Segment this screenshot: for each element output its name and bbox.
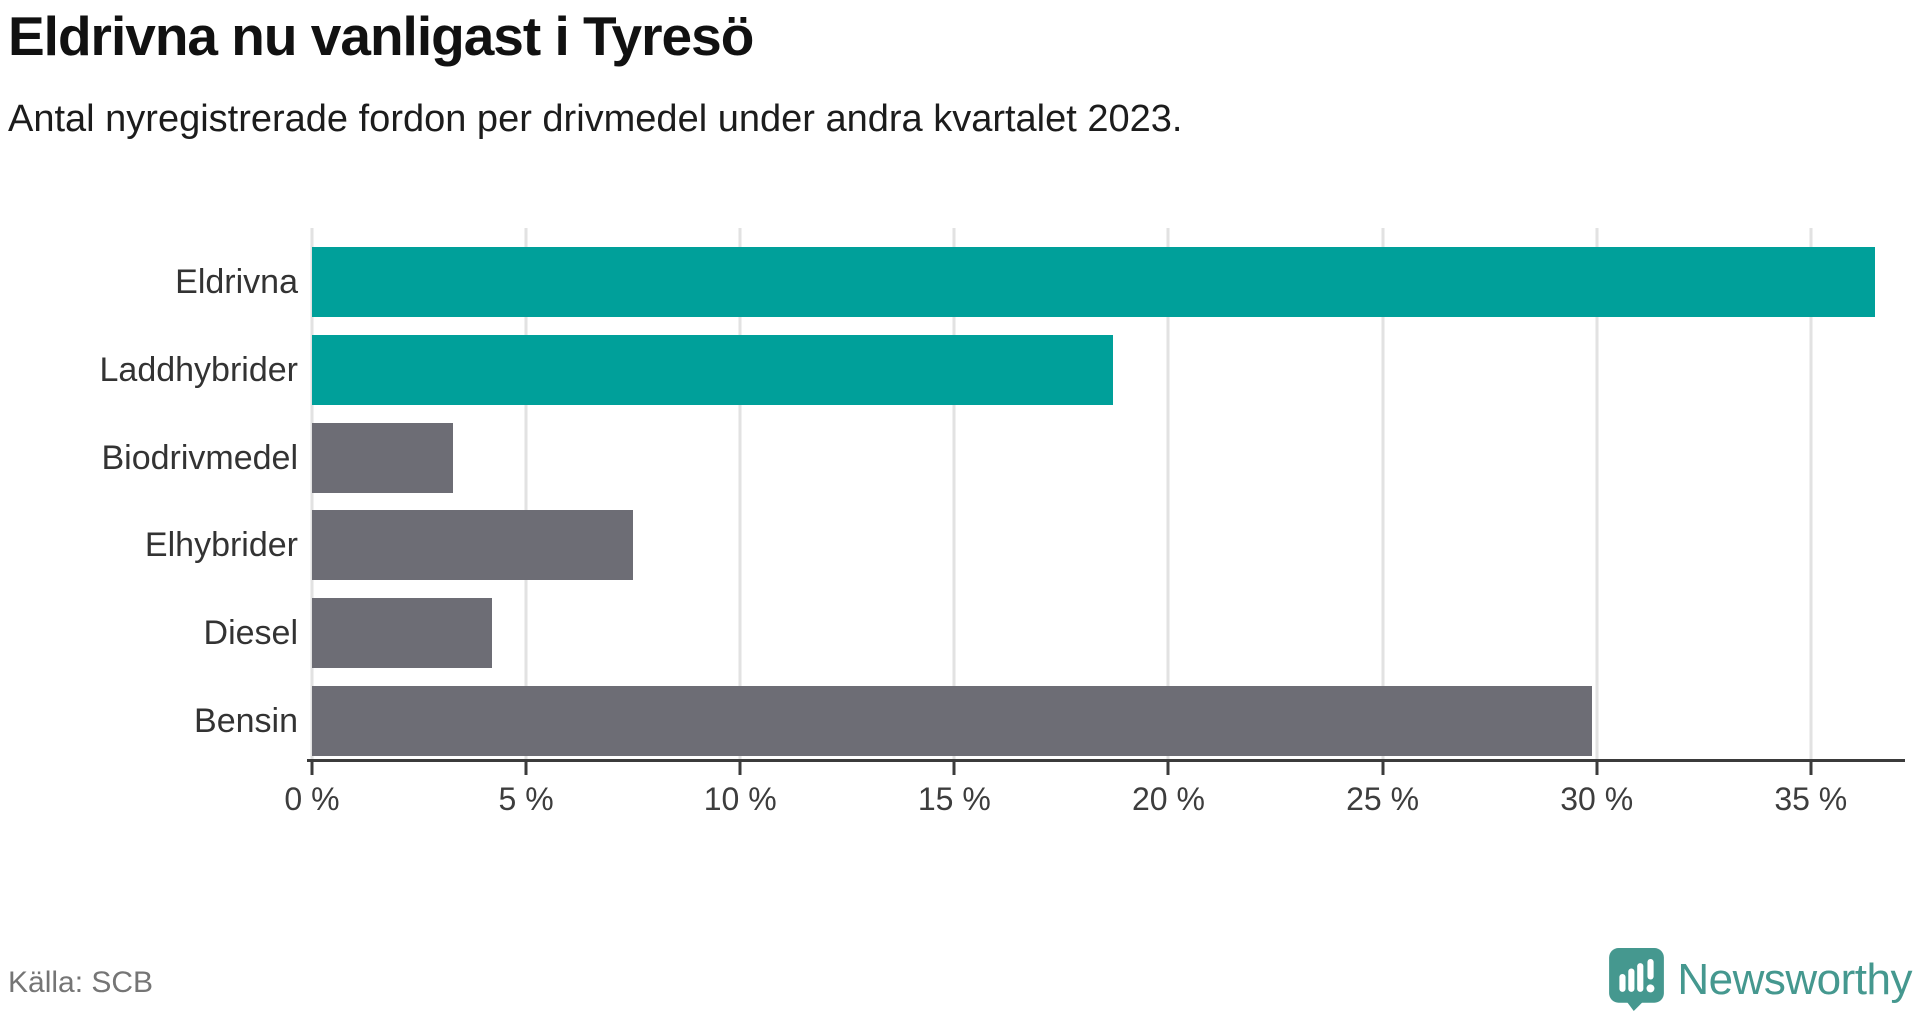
bar-eldrivna: [312, 247, 1876, 317]
x-tick-35: [1809, 761, 1813, 775]
x-tick-label-30: 30 %: [1560, 781, 1634, 817]
gridline-10: [738, 228, 742, 760]
y-label-laddhybrider: Laddhybrider: [99, 350, 298, 389]
x-tick-label-0: 0 %: [284, 781, 340, 817]
chart-title: Eldrivna nu vanligast i Tyresö: [8, 5, 754, 67]
gridline-30: [1595, 228, 1599, 760]
bar-biodrivmedel: [312, 422, 454, 493]
x-tick-5: [524, 761, 528, 775]
y-label-biodrivmedel: Biodrivmedel: [101, 438, 298, 477]
newsworthy-mark-icon: [1609, 948, 1665, 1011]
newsworthy-logo: Newsworthy: [1609, 948, 1912, 1011]
y-label-eldrivna: Eldrivna: [175, 263, 298, 301]
x-tick-20: [1166, 761, 1170, 775]
brand-name: Newsworthy: [1677, 954, 1912, 1004]
x-tick-label-35: 35 %: [1774, 781, 1848, 817]
bar-laddhybrider: [312, 334, 1113, 405]
x-tick-label-25: 25 %: [1346, 781, 1420, 817]
y-label-elhybrider: Elhybrider: [144, 526, 298, 565]
x-tick-label-5: 5 %: [498, 781, 554, 817]
source-note: Källa: SCB: [8, 966, 154, 999]
gridline-5: [524, 228, 528, 760]
bar-elhybrider: [312, 510, 634, 581]
gridline-20: [1166, 228, 1170, 760]
x-tick-label-20: 20 %: [1131, 781, 1205, 817]
plot-area: [307, 228, 1905, 762]
x-axis: 0 % 5 % 10 % 15 % 20 % 25 % 30 % 35 %: [284, 761, 1905, 841]
x-tick-25: [1381, 761, 1385, 775]
gridline-35: [1809, 228, 1813, 760]
x-tick-10: [738, 761, 742, 775]
bar-bensin: [312, 686, 1593, 756]
x-tick-0: [310, 761, 314, 775]
x-axis-line: [307, 759, 1905, 762]
bar-diesel: [312, 598, 492, 669]
gridline-25: [1381, 228, 1385, 760]
gridline-15: [952, 228, 956, 760]
chart-subtitle: Antal nyregistrerade fordon per drivmede…: [8, 98, 1183, 140]
x-tick-label-10: 10 %: [703, 781, 777, 817]
gridline-0: [310, 228, 314, 760]
x-tick-15: [952, 761, 956, 775]
x-tick-30: [1595, 761, 1599, 775]
x-tick-label-15: 15 %: [917, 781, 991, 817]
y-label-diesel: Diesel: [203, 614, 298, 653]
y-label-bensin: Bensin: [194, 702, 298, 740]
y-axis-labels: Eldrivna Laddhybrider Biodrivmedel Elhybrid…: [0, 228, 298, 760]
